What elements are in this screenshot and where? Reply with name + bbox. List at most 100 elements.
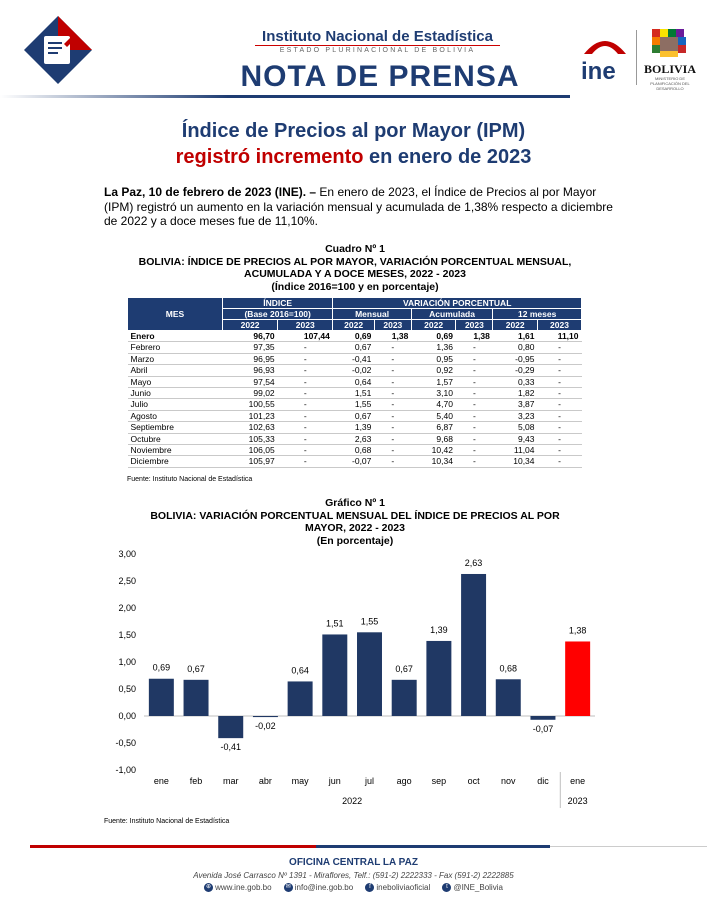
bar [148,678,174,716]
value-cell: 0,69 [411,330,456,343]
twitter-link[interactable]: t @INE_Bolivia [442,883,503,893]
col-year-2023: 2023 [277,319,334,331]
facebook-link[interactable]: f ineboliviaoficial [365,883,430,893]
value-cell: 1,57 [411,376,456,389]
lead-text: En enero de 2023, el Índice de Precios a… [104,185,613,228]
website-text: www.ine.gob.bo [215,883,272,892]
lead-dateline: La Paz, 10 de febrero de 2023 (INE). – [104,185,317,199]
bar [287,681,313,716]
data-label: 0,67 [187,664,205,674]
table-source: Fuente: Instituto Nacional de Estadístic… [127,476,253,483]
value-cell: - [455,387,493,400]
data-label: 1,51 [326,618,344,628]
value-cell: 1,38 [374,330,412,343]
x-tick-label: sep [432,776,447,786]
month-cell: Febrero [127,341,223,354]
value-cell: 9,68 [411,433,456,446]
x-tick-label: ene [154,776,169,786]
bar [183,679,209,716]
value-cell: 97,35 [222,341,278,354]
table-row: Julio 100,55-1,55-4,70-3,87- [127,398,582,411]
month-cell: Abril [127,364,223,377]
y-tick-label: 2,00 [118,603,136,613]
data-label: 0,64 [291,665,309,675]
twitter-icon: t [442,883,452,893]
table-body: Enero 96,70 107,44 0,69 1,38 0,69 1,38 1,61 11,1… [127,330,582,468]
col-header-12-meses: 12 meses [492,308,582,320]
bar [322,634,348,716]
bar [391,679,417,716]
month-cell: Noviembre [127,444,223,457]
month-cell: Mayo [127,376,223,389]
email-link[interactable]: ✉ info@ine.gob.bo [283,883,353,893]
value-cell: 11,04 [492,444,538,457]
value-cell: - [277,433,333,446]
col-year-2022: 2022 [492,319,539,331]
table-number: Cuadro Nº 1 [325,243,385,255]
value-cell: - [537,353,582,366]
website-link[interactable]: ⊕ www.ine.gob.bo [204,883,272,893]
table-row: Marzo 96,95- -0,41-0,95- -0,95- [127,353,582,366]
value-cell: 1,55 [332,398,375,411]
bar [565,641,591,716]
table-row: Noviembre 106,05-0,68-10,42-11,04- [127,444,582,457]
chart-heading: Gráfico Nº 1 BOLIVIA: VARIACIÓN PORCENTU… [100,497,610,547]
col-year-2023: 2023 [537,319,582,331]
month-cell: Diciembre [127,455,223,468]
value-cell: 0,67 [332,341,375,354]
value-cell: 2,63 [332,433,375,446]
x-tick-label: dic [537,776,549,786]
x-tick-label: ene [570,776,585,786]
press-title-highlight: registró incremento [175,146,364,168]
value-cell: 10,34 [411,455,456,468]
bar [495,679,521,716]
data-label: 1,55 [361,616,379,626]
value-cell: - [277,364,333,377]
value-cell: 0,68 [332,444,375,457]
x-tick-label: abr [259,776,272,786]
bar [218,716,244,739]
table-row: Junio 99,02-1,51-3,10-1,82- [127,387,582,400]
monthly-variation-chart: 3,00 2,50 2,00 1,50 1,00 0,50 0,00 -0,50 -1,00 0,… [115,549,595,808]
value-cell: 0,67 [332,410,375,423]
value-cell: - [455,341,493,354]
table-row: Abril 96,93- -0,02-0,92- -0,29- [127,364,582,377]
value-cell: 1,36 [411,341,456,354]
value-cell: - [374,376,412,389]
facebook-icon: f [365,883,375,893]
contact-links: ⊕ www.ine.gob.bo ✉ info@ine.gob.bo f inebol… [0,883,707,893]
chart-number: Gráfico Nº 1 [325,497,385,509]
value-cell: - [455,444,493,457]
value-cell: 100,55 [222,398,278,411]
value-cell: 1,38 [455,330,493,343]
value-cell: 1,51 [332,387,375,400]
x-tick-label: feb [190,776,203,786]
value-cell: 0,33 [492,376,538,389]
col-header-variacion: VARIACIÓN PORCENTUAL [332,297,582,309]
institution-divider [255,45,500,46]
col-year-2023: 2023 [373,319,412,331]
value-cell: - [374,398,412,411]
bar [461,573,487,716]
table-row: Septiembre 102,63-1,39-6,87-5,08- [127,421,582,434]
x-tick-label: ago [397,776,412,786]
value-cell: 0,69 [332,330,375,343]
data-label: 0,69 [153,663,171,673]
value-cell: - [374,387,412,400]
value-cell: 10,34 [492,455,538,468]
email-icon: ✉ [283,883,293,893]
value-cell: - [537,364,582,377]
value-cell: -0,02 [332,364,375,377]
x-tick-label: nov [501,776,516,786]
press-title-line2-rest: en enero de 2023 [363,146,532,168]
value-cell: 101,23 [222,410,278,423]
value-cell: 5,08 [492,421,538,434]
value-cell: 96,70 [222,330,278,343]
value-cell: 3,23 [492,410,538,423]
lead-paragraph: La Paz, 10 de febrero de 2023 (INE). – E… [104,185,614,229]
value-cell: - [537,421,582,434]
col-header-mensual: Mensual [332,308,412,320]
header: Instituto Nacional de Estadística ESTADO… [0,0,707,105]
press-title-line1: Índice de Precios al por Mayor (IPM) [181,120,526,142]
institution-name: Instituto Nacional de Estadística [262,28,493,45]
